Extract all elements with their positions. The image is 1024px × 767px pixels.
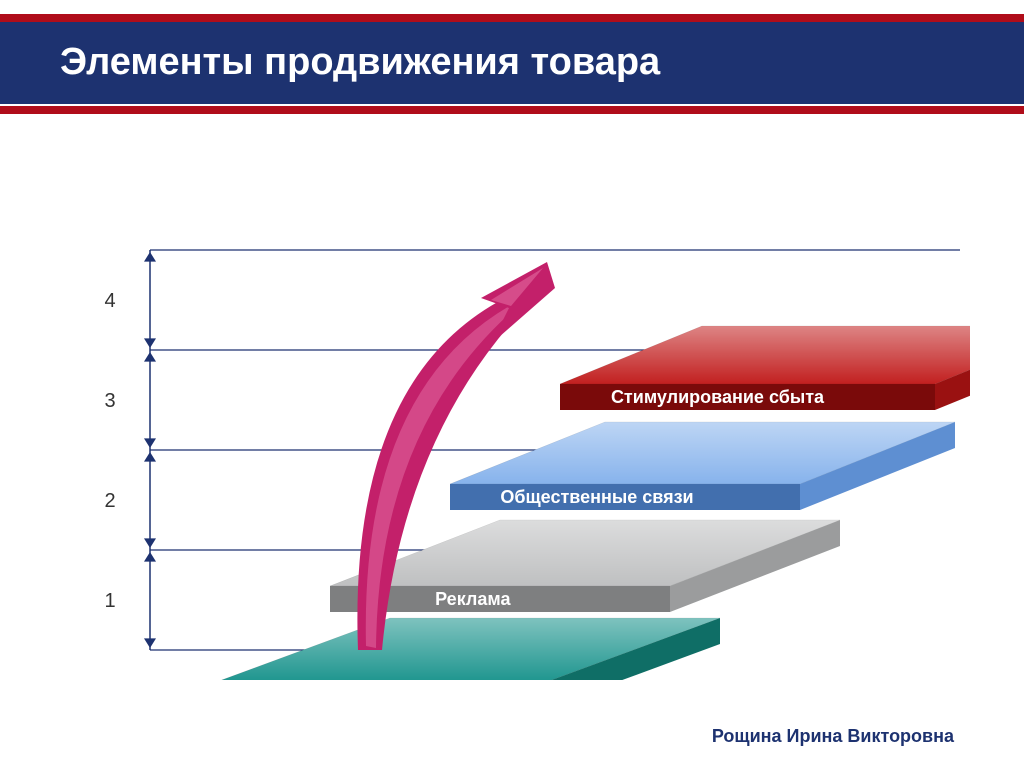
title-underline-bottom	[0, 106, 1024, 114]
step-label: Общественные связи	[500, 487, 693, 507]
axis-label-3: 3	[104, 390, 115, 412]
title-underline-top	[0, 14, 1024, 22]
author-footer: Рощина Ирина Викторовна	[712, 726, 954, 747]
axis-label-2: 2	[104, 490, 115, 512]
step-label: Реклама	[435, 589, 511, 609]
diagram-svg: 1 2 3 4 Стимулирование сбыта Общественные свя…	[70, 230, 970, 680]
title-band: Элементы продвижения товара	[0, 20, 1024, 104]
axis-label-1: 1	[104, 590, 115, 612]
page-title: Элементы продвижения товара	[60, 41, 660, 84]
diagram-stage: 1 2 3 4 Стимулирование сбыта Общественные свя…	[70, 230, 970, 680]
step-label: Стимулирование сбыта	[611, 387, 825, 407]
axis-label-4: 4	[104, 290, 115, 312]
